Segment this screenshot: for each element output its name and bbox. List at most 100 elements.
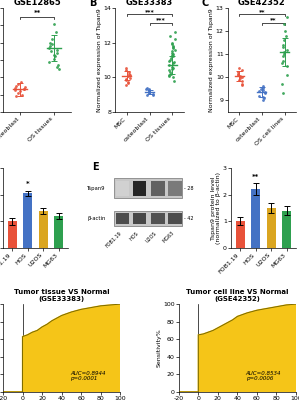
Point bbox=[144, 85, 149, 92]
Text: **: ** bbox=[270, 17, 277, 22]
Point bbox=[259, 86, 263, 92]
Point bbox=[125, 73, 130, 80]
Point bbox=[126, 80, 131, 86]
Point bbox=[173, 36, 177, 42]
Text: **: ** bbox=[33, 10, 41, 16]
Point bbox=[240, 74, 245, 80]
Point bbox=[173, 46, 177, 53]
Point bbox=[54, 29, 58, 36]
Point bbox=[124, 82, 129, 88]
Point bbox=[14, 93, 19, 100]
Point bbox=[170, 65, 175, 72]
Bar bbox=[114, 178, 181, 198]
Bar bbox=[39, 211, 48, 248]
Point bbox=[235, 69, 240, 75]
Point bbox=[54, 46, 59, 53]
Point bbox=[237, 77, 241, 83]
Point bbox=[19, 79, 24, 86]
Point bbox=[280, 60, 285, 67]
Title: GSE33383: GSE33383 bbox=[126, 0, 173, 7]
Point bbox=[126, 70, 131, 77]
Point bbox=[171, 44, 176, 50]
Point bbox=[281, 51, 286, 57]
Point bbox=[280, 44, 285, 50]
Point bbox=[47, 58, 51, 65]
Text: U2OS: U2OS bbox=[145, 230, 158, 244]
Point bbox=[169, 64, 174, 70]
Point bbox=[167, 67, 172, 74]
Point bbox=[14, 83, 19, 89]
Text: ***: *** bbox=[145, 9, 154, 14]
Point bbox=[167, 72, 171, 79]
Point bbox=[22, 84, 27, 90]
Point bbox=[48, 48, 53, 54]
Point bbox=[168, 70, 173, 77]
Point bbox=[282, 37, 286, 44]
Point bbox=[22, 86, 27, 92]
Point bbox=[55, 64, 60, 70]
Point bbox=[54, 50, 59, 56]
Point bbox=[256, 92, 261, 99]
Point bbox=[124, 67, 129, 73]
Text: β-actin: β-actin bbox=[87, 216, 106, 221]
Text: FOB1.19: FOB1.19 bbox=[104, 230, 123, 248]
Point bbox=[280, 42, 285, 48]
Point bbox=[20, 91, 25, 98]
Point bbox=[171, 78, 176, 84]
Point bbox=[281, 21, 286, 27]
Text: - 42: - 42 bbox=[184, 216, 194, 221]
Point bbox=[13, 87, 17, 94]
Point bbox=[50, 41, 54, 48]
Point bbox=[52, 53, 57, 60]
Point bbox=[167, 57, 172, 63]
Point bbox=[22, 86, 27, 92]
Point bbox=[283, 32, 288, 39]
Point bbox=[256, 88, 261, 94]
Point bbox=[168, 55, 173, 62]
Text: **: ** bbox=[252, 174, 260, 180]
Y-axis label: Tspan9 protein level
(normalized to β-actin): Tspan9 protein level (normalized to β-ac… bbox=[211, 172, 222, 244]
Point bbox=[238, 73, 242, 79]
Bar bbox=[133, 181, 146, 196]
Point bbox=[18, 88, 23, 94]
Polygon shape bbox=[179, 304, 296, 392]
Point bbox=[170, 50, 175, 56]
Point bbox=[147, 86, 152, 92]
Point bbox=[170, 43, 175, 49]
Bar bbox=[282, 211, 291, 248]
Text: AUC=0.8944
p=0.0001: AUC=0.8944 p=0.0001 bbox=[70, 371, 105, 382]
Point bbox=[170, 52, 175, 58]
Point bbox=[170, 60, 175, 67]
Y-axis label: Normalized expression of Tspan9: Normalized expression of Tspan9 bbox=[97, 8, 102, 112]
Text: B: B bbox=[89, 0, 97, 8]
Point bbox=[236, 70, 240, 77]
Bar bbox=[54, 216, 63, 248]
Point bbox=[150, 92, 155, 99]
Point bbox=[284, 72, 289, 78]
Point bbox=[282, 49, 286, 55]
Point bbox=[281, 90, 286, 97]
Point bbox=[170, 64, 175, 71]
Point bbox=[128, 74, 132, 81]
Point bbox=[150, 90, 155, 97]
Bar bbox=[8, 221, 17, 248]
Point bbox=[262, 90, 267, 97]
Text: *: * bbox=[26, 182, 30, 188]
Point bbox=[15, 90, 20, 96]
Bar bbox=[116, 181, 129, 196]
Text: E: E bbox=[92, 162, 99, 172]
Point bbox=[171, 74, 176, 80]
Point bbox=[48, 40, 53, 46]
Point bbox=[147, 88, 152, 94]
Bar bbox=[267, 208, 276, 248]
Point bbox=[52, 56, 57, 62]
Text: **: ** bbox=[259, 9, 265, 14]
Point bbox=[168, 69, 173, 75]
Point bbox=[16, 81, 20, 87]
Y-axis label: Normalized expression of Tspan9: Normalized expression of Tspan9 bbox=[209, 8, 214, 112]
Point bbox=[170, 41, 174, 48]
Bar bbox=[133, 213, 146, 224]
Point bbox=[262, 95, 267, 101]
Point bbox=[167, 72, 172, 78]
Point bbox=[167, 62, 172, 68]
